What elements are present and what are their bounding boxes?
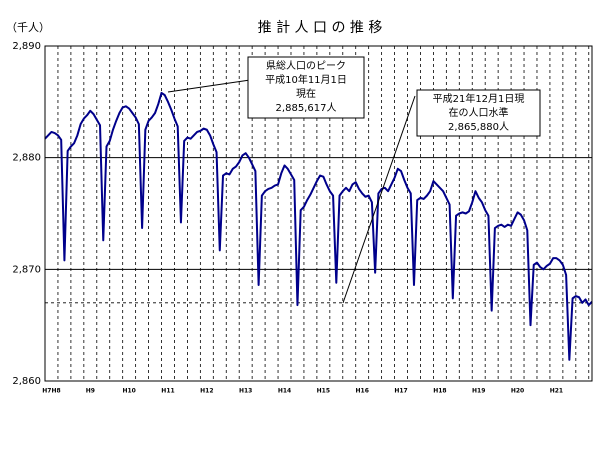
x-tick-label: H11: [161, 388, 174, 395]
callout-line: [167, 79, 251, 93]
annotation-text: 2,885,617人: [276, 102, 337, 114]
callout-line: [342, 95, 416, 304]
annotation-text: 2,865,880人: [448, 121, 509, 133]
y-tick-label: 2,880: [12, 153, 41, 164]
annotation-text: 平成10年11月1日: [265, 73, 347, 86]
y-unit: （千人）: [6, 21, 50, 34]
annotation-text: 現在: [296, 88, 316, 100]
annotation-text: 在の人口水準: [449, 106, 509, 119]
annotation-box: [247, 56, 365, 119]
x-tick-label: H20: [511, 388, 524, 395]
x-tick-label: H16: [356, 388, 369, 395]
line-series: [44, 91, 593, 361]
x-tick-label: H17: [394, 388, 407, 395]
x-tick-label: H18: [433, 388, 446, 395]
y-tick-label: 2,890: [12, 41, 41, 52]
x-tick-label: H10: [122, 388, 135, 395]
x-tick-label: H12: [200, 388, 213, 395]
annotation-text: 県総人口のピーク: [266, 59, 346, 72]
x-tick-label: H15: [317, 388, 330, 395]
chart-title: 推 計 人 口 の 推 移: [258, 20, 383, 36]
x-tick-label: H21: [550, 388, 563, 395]
annotation-text: 平成21年12月1日現: [433, 92, 525, 105]
plot-frame: [44, 45, 593, 382]
x-tick-label: H19: [472, 388, 485, 395]
y-tick-label: 2,870: [12, 264, 41, 275]
x-tick-label: H7H8: [42, 388, 60, 395]
x-tick-label: H14: [278, 388, 291, 395]
annotation-box: [416, 89, 541, 137]
y-tick-label: 2,860: [12, 376, 41, 387]
x-tick-label: H13: [239, 388, 252, 395]
x-tick-label: H9: [86, 388, 95, 395]
